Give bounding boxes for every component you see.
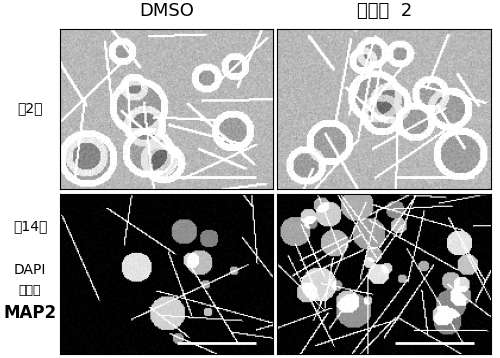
Text: 第2天: 第2天 bbox=[17, 102, 43, 116]
Text: MAP2: MAP2 bbox=[4, 304, 56, 322]
Text: 巢蛋白: 巢蛋白 bbox=[19, 284, 41, 297]
Text: 实施例  2: 实施例 2 bbox=[356, 2, 412, 20]
Text: DAPI: DAPI bbox=[14, 262, 46, 277]
Text: DMSO: DMSO bbox=[140, 2, 194, 20]
Text: 第14天: 第14天 bbox=[13, 219, 47, 233]
